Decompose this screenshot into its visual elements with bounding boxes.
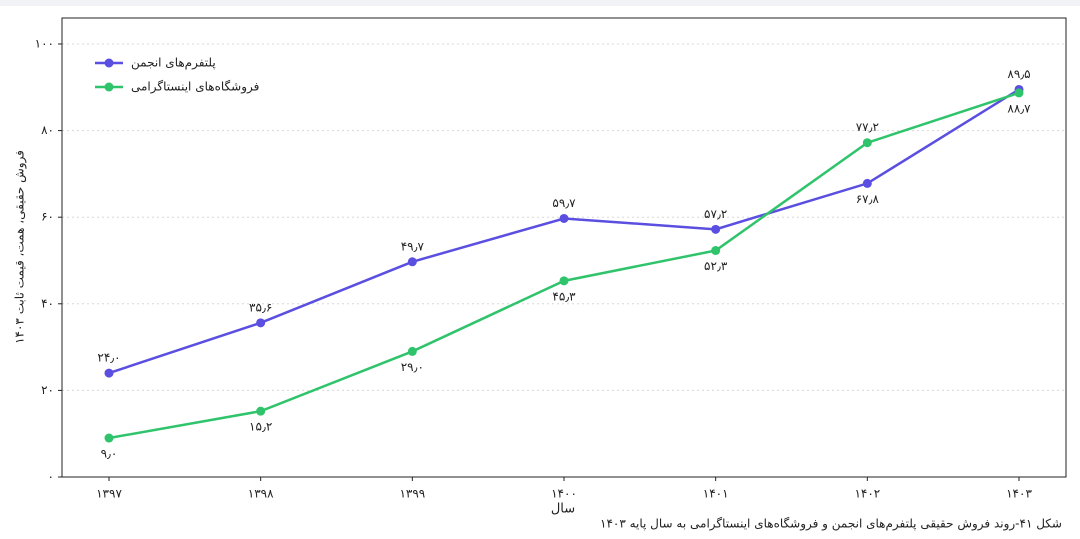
data-point [862, 138, 872, 148]
value-label: ۵۲٫۳ [704, 259, 728, 273]
data-point [559, 213, 569, 223]
data-point [862, 178, 872, 188]
data-point [711, 224, 721, 234]
x-tick-label: ۱۴۰۳ [1006, 487, 1032, 501]
legend-marker [104, 82, 114, 92]
y-tick-label: ۶۰ [41, 210, 54, 224]
legend-marker [104, 58, 114, 68]
data-point [711, 246, 721, 256]
x-axis-label: سال [551, 502, 575, 517]
data-point [256, 318, 266, 328]
y-tick-label: ۴۰ [41, 296, 54, 310]
value-label: ۵۷٫۲ [704, 207, 727, 221]
value-label: ۸۸٫۷ [1007, 101, 1031, 115]
value-label: ۵۹٫۷ [552, 196, 576, 210]
value-label: ۴۵٫۳ [552, 289, 576, 303]
y-tick-label: ۲۰ [41, 383, 54, 397]
caption: شکل ۴۱-روند فروش حقیقی پلتفرم‌های انجمن … [600, 517, 1062, 532]
value-label: ۲۹٫۰ [401, 360, 424, 374]
value-label: ۶۷٫۸ [856, 192, 880, 206]
data-point [1014, 88, 1024, 98]
x-tick-label: ۱۳۹۷ [96, 487, 122, 501]
data-point [104, 433, 114, 443]
legend-label: پلتفرم‌های انجمن [131, 56, 216, 71]
value-label: ۳۵٫۶ [249, 300, 272, 314]
y-axis-label: فروش حقیقی، همت، قیمت ثابت ۱۴۰۳ [13, 150, 28, 344]
value-label: ۹٫۰ [101, 447, 118, 461]
x-tick-label: ۱۴۰۰ [551, 487, 577, 501]
value-label: ۷۷٫۲ [856, 120, 879, 134]
data-point [407, 257, 417, 267]
value-label: ۸۹٫۵ [1007, 67, 1030, 81]
top-strip [0, 0, 1080, 6]
y-tick-label: ۸۰ [41, 123, 54, 137]
x-tick-label: ۱۴۰۱ [703, 487, 729, 501]
x-tick-label: ۱۳۹۹ [399, 487, 425, 501]
data-point [559, 276, 569, 286]
y-tick-label: ۱۰۰ [35, 36, 54, 50]
legend-label: فروشگاه‌های اینستاگرامی [131, 80, 259, 95]
data-point [256, 406, 266, 416]
data-point [407, 346, 417, 356]
value-label: ۴۹٫۷ [401, 239, 425, 253]
data-point [104, 368, 114, 378]
y-tick-label: ۰ [48, 470, 54, 484]
x-tick-label: ۱۳۹۸ [248, 487, 274, 501]
x-tick-label: ۱۴۰۲ [854, 487, 880, 501]
value-label: ۱۵٫۲ [249, 420, 272, 434]
value-label: ۲۴٫۰ [97, 351, 120, 365]
